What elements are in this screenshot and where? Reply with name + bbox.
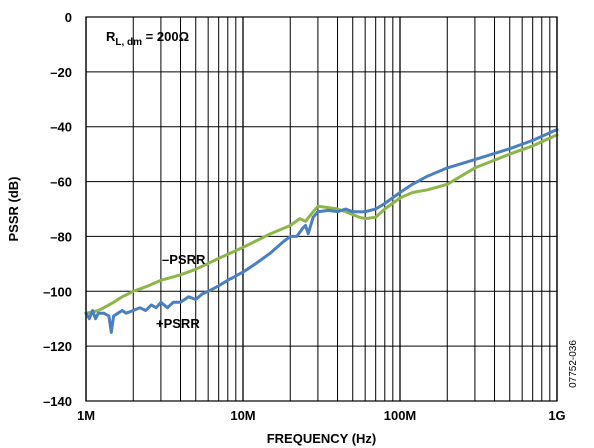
y-tick-label: –60 <box>50 175 72 190</box>
series-line-plus-psrr <box>84 128 559 334</box>
y-tick-label: –80 <box>50 229 72 244</box>
condition-subscript: L, dm <box>115 37 142 48</box>
figure-id: 07752-036 <box>568 340 579 388</box>
x-tick-label: 10M <box>230 408 255 423</box>
y-tick-labels: 0 –20 –40 –60 –80 –100 –120 –140 <box>43 10 72 409</box>
y-tick-label: –140 <box>43 394 72 409</box>
condition-rest: = 200Ω <box>142 29 189 44</box>
y-tick-label: –120 <box>43 339 72 354</box>
plot-frame <box>85 16 558 402</box>
y-tick-label: –100 <box>43 284 72 299</box>
x-tick-label: 100M <box>384 408 417 423</box>
condition-label: RL, dm = 200Ω <box>106 29 189 48</box>
series-layer <box>84 128 559 334</box>
x-axis-title: FREQUENCY (Hz) <box>267 431 377 446</box>
y-tick-label: –20 <box>50 65 72 80</box>
y-tick-label: 0 <box>65 10 72 25</box>
condition-main: R <box>106 29 116 44</box>
y-tick-label: –40 <box>50 120 72 135</box>
x-tick-label: 1M <box>77 408 95 423</box>
series-line-minus-psrr <box>84 133 559 315</box>
plot-background <box>86 17 557 401</box>
series-label-plus-psrr: +PSRR <box>156 316 200 331</box>
x-tick-label: 1G <box>548 408 565 423</box>
y-axis-title: PSSR (dB) <box>6 177 21 242</box>
x-tick-labels: 1M 10M 100M 1G <box>77 408 566 423</box>
series-label-minus-psrr: –PSRR <box>162 252 206 267</box>
